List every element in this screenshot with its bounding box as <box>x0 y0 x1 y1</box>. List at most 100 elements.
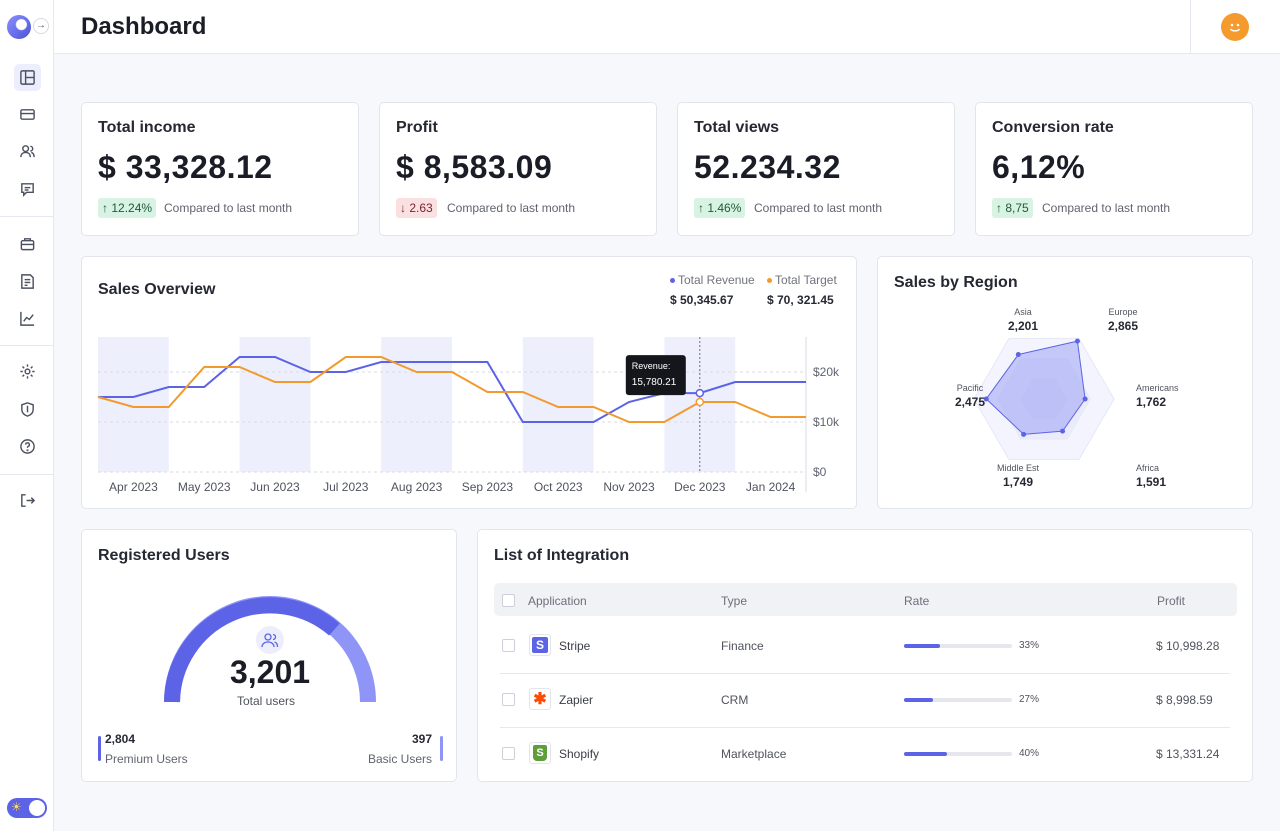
card-title: List of Integration <box>494 547 630 564</box>
stat-value: 52.234.32 <box>694 149 841 185</box>
rate-percent: 40% <box>1019 748 1040 759</box>
help-icon[interactable] <box>14 433 41 460</box>
arrow-up-icon: ↑ <box>996 201 1006 215</box>
x-tick-label: Sep 2023 <box>462 480 514 494</box>
stat-value: 6,12% <box>992 149 1086 185</box>
app-name: Stripe <box>559 639 591 653</box>
radar-chart: Asia 2,201 Europe 2,865 Americans 1,762 Africa… <box>955 307 1179 489</box>
radar-value-label: 2,475 <box>955 395 985 409</box>
legend-revenue-value: $ 50,345.67 <box>670 293 734 307</box>
row-checkbox[interactable] <box>502 747 515 760</box>
radar-point <box>1021 431 1027 437</box>
col-profit[interactable]: Profit <box>1157 594 1186 608</box>
stat-value: $ 8,583.09 <box>396 149 553 185</box>
chat-icon[interactable] <box>14 176 41 203</box>
row-divider <box>500 727 1230 728</box>
rate-percent: 27% <box>1019 694 1040 705</box>
trend-icon[interactable] <box>14 305 41 332</box>
app-profit: $ 13,331.24 <box>1156 747 1220 761</box>
sales-overview-card: Sales Overview Total Revenue $ 50,345.67… <box>81 256 857 509</box>
premium-indicator <box>98 736 101 761</box>
sales-line-chart: $20k $10k $0 Apr 2023 May 2023 Jun 2023 Jul 20… <box>97 337 840 494</box>
row-divider <box>500 673 1230 674</box>
rate-bar-fill <box>904 644 940 648</box>
gauge-premium-arc <box>164 597 340 703</box>
legend-dot <box>767 278 772 284</box>
radar-point <box>1060 428 1066 434</box>
settings-icon[interactable] <box>14 358 41 385</box>
avatar[interactable] <box>1221 13 1249 41</box>
change-badge: ↑ 1.46% <box>694 198 746 218</box>
radar-value-label: 2,865 <box>1108 319 1138 333</box>
logout-icon[interactable] <box>14 487 41 514</box>
sidebar-divider <box>0 216 54 217</box>
month-band <box>381 337 452 472</box>
users-total: 3,201 <box>229 654 311 690</box>
x-tick-label: Aug 2023 <box>391 480 443 494</box>
legend-revenue: Total Revenue <box>670 273 755 287</box>
theme-toggle[interactable]: ☀ <box>7 798 47 818</box>
registered-users-card: Registered Users 3,201 Total users 2,804… <box>81 529 457 782</box>
row-checkbox[interactable] <box>502 639 515 652</box>
tooltip-bg <box>625 355 686 396</box>
radar-point <box>1074 338 1080 344</box>
x-tick-label: Jun 2023 <box>250 480 300 494</box>
hover-point <box>695 388 705 398</box>
report-icon[interactable] <box>14 268 41 295</box>
briefcase-icon[interactable] <box>14 230 41 257</box>
app-name: Shopify <box>559 747 600 761</box>
col-type[interactable]: Type <box>721 594 748 608</box>
radar-point <box>983 396 989 402</box>
app-name: Zapier <box>559 693 594 707</box>
month-band <box>522 337 594 472</box>
col-application[interactable]: Application <box>528 594 587 608</box>
sales-by-region-card: Sales by Region Asia 2,201 Europe 2,865 Amer… <box>877 256 1253 509</box>
credit-card-icon[interactable] <box>14 101 41 128</box>
radar-point <box>1082 396 1088 402</box>
radar-value-label: 2,201 <box>1008 319 1038 333</box>
collapse-sidebar-icon[interactable]: → <box>33 18 49 34</box>
arrow-up-icon: ↑ <box>102 201 112 215</box>
row-checkbox[interactable] <box>502 693 515 706</box>
header-divider <box>1190 0 1191 54</box>
shield-icon[interactable] <box>14 396 41 423</box>
compare-text: Compared to last month <box>447 201 576 215</box>
rate-bar <box>904 698 1012 702</box>
x-tick-label: Jul 2023 <box>323 480 369 494</box>
app-logo[interactable] <box>7 15 31 39</box>
x-tick-label: Dec 2023 <box>674 480 726 494</box>
smiley-icon <box>1229 23 1241 32</box>
x-tick-label: Nov 2023 <box>603 480 655 494</box>
users-icon[interactable] <box>14 138 41 165</box>
change-badge: ↑ 12.24% <box>98 198 157 218</box>
col-rate[interactable]: Rate <box>904 594 930 608</box>
radar-category-label: Europe <box>1108 307 1137 317</box>
x-tick-label: Apr 2023 <box>109 480 158 494</box>
y-tick-label: $0 <box>813 465 827 479</box>
stripe-logo-icon: S <box>529 634 551 656</box>
app-type: Marketplace <box>721 747 787 761</box>
stat-title: Conversion rate <box>992 119 1114 136</box>
arrow-down-icon: ↓ <box>400 201 410 215</box>
change-badge: ↑ 8,75 <box>992 198 1033 218</box>
radar-value-label: 1,762 <box>1136 395 1166 409</box>
tooltip-label: Revenue: <box>632 361 671 371</box>
radar-value-label: 1,749 <box>1003 475 1033 489</box>
rate-percent: 33% <box>1019 640 1040 651</box>
app-type: CRM <box>721 693 749 707</box>
header: Dashboard <box>54 0 1280 54</box>
layout-icon[interactable] <box>14 64 41 91</box>
basic-indicator <box>440 736 443 761</box>
radar-grid-ring <box>1020 378 1068 420</box>
stat-card-conversion: Conversion rate 6,12% ↑ 8,75 Compared to… <box>975 102 1253 236</box>
zapier-logo-icon: ✱ <box>529 688 551 710</box>
premium-label: Premium Users <box>105 752 188 766</box>
tooltip-value: 15,780.21 <box>632 377 677 388</box>
stat-card-income: Total income $ 33,328.12 ↑ 12.24% Compar… <box>81 102 359 236</box>
select-all-checkbox[interactable] <box>502 594 515 607</box>
sidebar-divider <box>0 345 54 346</box>
card-title: Sales Overview <box>98 281 216 298</box>
basic-label: Basic Users <box>367 752 432 766</box>
change-badge: ↓ 2.63 <box>396 198 437 218</box>
x-tick-label: Jan 2024 <box>746 480 796 494</box>
